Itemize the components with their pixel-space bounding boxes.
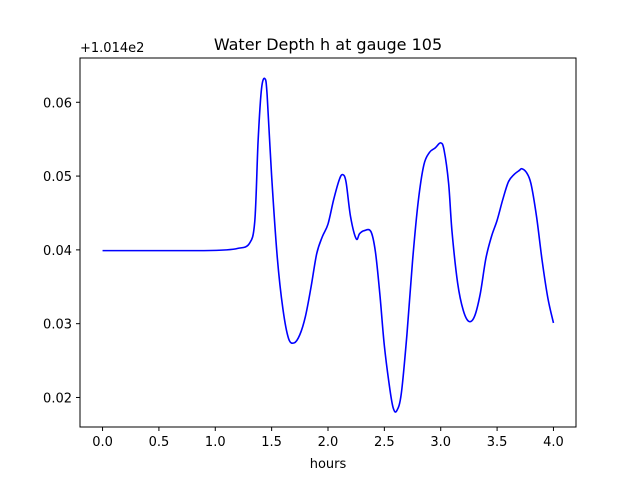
plot-frame [79, 57, 577, 428]
series-line [102, 77, 555, 413]
x-axis: 0.0 0.5 1.0 1.5 2.0 2.5 3.0 3.5 4.0 [92, 427, 564, 450]
x-tick-label: 3.5 [487, 435, 508, 450]
x-tick-label: 0.0 [92, 435, 113, 450]
x-tick-label: 2.5 [374, 435, 395, 450]
x-tick-label: 3.0 [430, 435, 451, 450]
y-axis: 0.02 0.03 0.04 0.05 0.06 [43, 96, 80, 406]
x-tick-label: 0.5 [149, 435, 170, 450]
y-tick-label: 0.05 [43, 170, 72, 185]
x-tick-label: 1.5 [261, 435, 282, 450]
x-tick-label: 2.0 [318, 435, 339, 450]
y-tick-label: 0.03 [43, 318, 72, 333]
x-tick-label: 4.0 [543, 435, 564, 450]
plot-area [102, 77, 555, 413]
y-tick-label: 0.06 [43, 96, 72, 111]
chart-title: Water Depth h at gauge 105 [214, 35, 442, 54]
x-axis-label: hours [310, 457, 347, 472]
y-axis-offset-label: +1.014e2 [80, 41, 144, 56]
y-tick-label: 0.02 [43, 391, 72, 406]
y-tick-label: 0.04 [43, 244, 72, 259]
x-tick-label: 1.0 [205, 435, 226, 450]
